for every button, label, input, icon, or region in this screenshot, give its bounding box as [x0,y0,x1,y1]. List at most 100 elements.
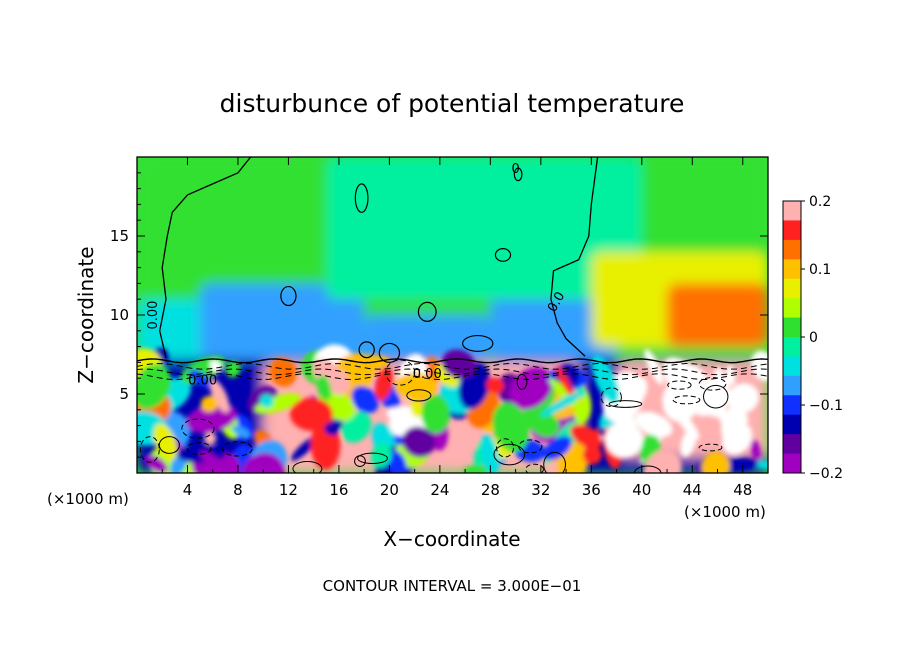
contour-interval: CONTOUR INTERVAL = 3.000E−01 [323,577,582,595]
colorbar-swatch [783,414,801,435]
turbulence-cell [522,402,554,431]
contour-closed [354,183,369,213]
colorbar-tick-label: −0.1 [809,398,843,414]
contour-label: 0 [511,162,519,177]
turbulence-cell [209,379,230,413]
turbulence-cell [231,425,251,439]
x-unit-left: (×1000 m) [47,490,129,508]
turbulence-cell [389,405,417,437]
chart-title: disturbunce of potential temperature [220,89,685,118]
turbulence-cell [486,377,504,394]
turbulence-cell [673,407,700,440]
contour-zero-left [159,157,252,358]
turbulence-cell [643,449,682,473]
y-axis: 5 10 15 [110,172,768,458]
turbulence-cell [701,451,730,473]
contour-turbulent [543,451,566,473]
contour-dashed [137,368,768,376]
x-tick-label: 32 [531,481,550,499]
turbulence-cell [189,369,211,388]
turbulence-cell [543,462,558,473]
x-unit-right: (×1000 m) [684,503,766,521]
turbulence-cell [644,349,664,385]
contour-inversion [137,358,768,364]
colorbar-swatch [783,278,801,299]
x-tick-label: 40 [632,481,651,499]
colorbar-swatch [783,317,801,338]
x-tick-label: 28 [481,481,500,499]
x-tick-label: 36 [582,481,601,499]
colorbar-swatch [783,356,801,377]
contour-turbulent [698,443,723,452]
turbulence-cell [144,454,168,473]
x-tick-label: 12 [279,481,298,499]
field-region-7 [667,283,768,347]
y-axis-label: Z−coordinate [74,246,98,383]
turbulence-cell [324,422,340,436]
turbulence-cell [351,386,379,414]
contour-closed [358,341,375,359]
plot-area: 0.000.00 0.000.00 [137,157,768,473]
contour-turbulent [698,377,727,391]
colorbar-swatch [783,337,801,357]
colorbar: 0.2 0.1 0 −0.1 −0.2 [782,194,843,482]
turbulence-cell [540,390,584,417]
turbulence-cell [689,364,708,383]
turbulence-cell [634,411,673,438]
colorbar-tick-label: −0.2 [809,466,843,482]
y-tick-label: 10 [110,306,129,324]
turbulence-cell [582,445,602,465]
contour-turbulent [186,442,212,455]
turbulence-cell [543,436,572,461]
colorbar-swatch [783,375,801,396]
turbulence-cell [480,434,500,473]
contour-dashed [137,362,768,370]
turbulence-cell [341,411,372,443]
x-tick-label: 44 [683,481,702,499]
turbulence-cell [410,400,423,418]
contour-turbulent [667,380,692,390]
turbulence-cell [259,394,274,408]
contour-closed [513,167,523,182]
contour-turbulent [181,418,215,439]
turbulence-cell [373,427,392,441]
contour-closed [417,301,437,322]
turbulence-cell [604,421,643,458]
colorbar-swatch [783,434,801,455]
contour-turbulent [493,443,526,466]
turbulence-cell [200,395,218,412]
turbulence-cell [200,450,228,473]
turbulence-cell [137,364,172,410]
colorbar-swatch [783,201,801,221]
contour-turbulent [222,441,253,457]
contour-turbulent [139,436,160,463]
turbulence-cell [591,355,619,404]
turbulence-cell [225,360,241,378]
turbulence-cell [289,397,334,431]
contour-turbulent [608,400,643,408]
turbulence-cell [751,350,768,382]
turbulence-blobs [137,344,768,473]
field-region-2 [200,283,365,360]
contour-closed [378,342,401,364]
x-axis-label: X−coordinate [383,527,520,551]
colorbar-tick-label: 0.1 [809,262,831,278]
turbulence-cell [509,366,553,410]
contour-label: 0.00 [146,301,161,330]
colorbar-swatch [783,239,801,260]
turbulence-cell [387,450,407,473]
y-tick-label: 15 [110,227,129,245]
contour-turbulent [600,387,622,408]
contour-closed [280,285,297,307]
turbulence-cell [336,355,390,373]
contour-turbulent [292,460,323,473]
turbulence-cell [370,443,392,468]
contour-turbulent [385,359,416,386]
turbulence-cell [726,365,736,386]
contour-turbulent [158,436,180,454]
colorbar-tick-label: 0 [809,330,818,346]
contour-turbulent [357,452,388,464]
turbulence-cell [441,349,476,379]
contour-label: 0.00 [413,367,442,382]
